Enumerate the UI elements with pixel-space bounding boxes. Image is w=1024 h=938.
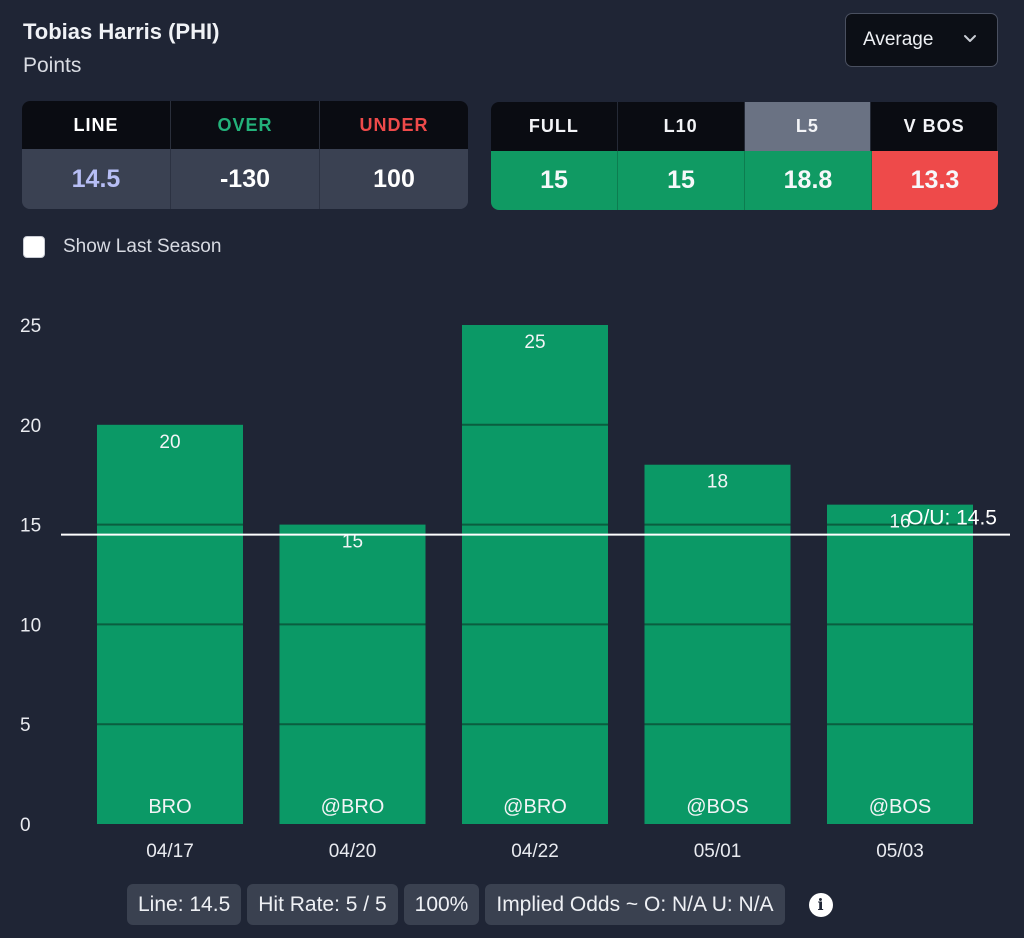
averages-table: FULL L10 L5 V BOS 15 15 18.8 13.3 — [491, 102, 998, 210]
stat-type: Points — [23, 54, 82, 77]
odds-table: LINE OVER UNDER 14.5 -130 100 — [22, 101, 468, 209]
bar-value-label: 25 — [524, 332, 545, 353]
odds-over-value: -130 — [171, 149, 320, 209]
odds-under-value: 100 — [373, 164, 415, 193]
summary-footer: Line: 14.5 Hit Rate: 5 / 5 100% Implied … — [127, 884, 833, 925]
chevron-down-icon — [964, 35, 976, 42]
bar-04/20 — [279, 524, 426, 824]
hit-rate-pill: Hit Rate: 5 / 5 — [247, 884, 398, 925]
tab-full[interactable]: FULL — [491, 102, 618, 151]
y-tick-label: 5 — [20, 715, 31, 736]
odds-line-value: 14.5 — [22, 149, 171, 209]
hit-percent-pill: 100% — [403, 884, 480, 925]
implied-odds-pill: Implied Odds ~ O: N/A U: N/A — [485, 884, 785, 925]
average-full-value: 15 — [491, 151, 618, 210]
odds-header-line: LINE — [22, 101, 171, 149]
bar-05/03 — [827, 504, 973, 824]
bar-opponent-label: @BOS — [869, 796, 932, 818]
x-tick-label: 04/22 — [511, 841, 559, 862]
odds-header-over: OVER — [171, 101, 320, 149]
bar-value-label: 20 — [159, 432, 180, 453]
bar-04/22 — [462, 325, 608, 824]
bar-opponent-label: @BOS — [686, 796, 749, 818]
line-pill: Line: 14.5 — [127, 884, 242, 925]
bar-opponent-label: BRO — [148, 796, 191, 818]
mode-dropdown-value: Average — [863, 29, 934, 50]
show-last-season-toggle[interactable]: Show Last Season — [23, 236, 221, 258]
y-tick-label: 10 — [20, 615, 41, 636]
x-tick-label: 04/17 — [146, 841, 194, 862]
tab-v-bos[interactable]: V BOS — [871, 102, 998, 151]
player-name: Tobias Harris (PHI) — [23, 19, 220, 44]
average-v-bos-value: 13.3 — [872, 151, 998, 210]
bar-opponent-label: @BRO — [321, 796, 385, 818]
y-tick-label: 0 — [20, 815, 31, 836]
mode-dropdown[interactable]: Average — [845, 13, 998, 67]
odds-header-under: UNDER — [359, 114, 429, 135]
average-l10-value: 15 — [618, 151, 745, 210]
over-under-label: O/U: 14.5 — [907, 507, 997, 530]
tab-l10[interactable]: L10 — [618, 102, 745, 151]
tab-l5[interactable]: L5 — [744, 102, 872, 151]
bar-value-label: 15 — [342, 532, 363, 553]
y-tick-label: 25 — [20, 316, 41, 337]
bar-value-label: 18 — [707, 472, 728, 493]
bar-opponent-label: @BRO — [503, 796, 567, 818]
info-icon[interactable]: i — [808, 892, 833, 917]
y-tick-label: 20 — [20, 416, 41, 437]
show-last-season-checkbox[interactable] — [23, 236, 45, 258]
x-tick-label: 05/03 — [876, 841, 924, 862]
x-tick-label: 05/01 — [694, 841, 742, 862]
points-bar-chart: 0 5 10 15 20 25 20 BRO 04/17 15 @BRO 04/20 25 @BRO 04/… — [20, 316, 1010, 862]
show-last-season-label: Show Last Season — [63, 236, 222, 257]
y-tick-label: 15 — [20, 516, 41, 537]
bar-05/01 — [644, 464, 791, 824]
bar-value-label: 16 — [889, 512, 910, 533]
average-l5-value: 18.8 — [745, 151, 872, 210]
x-tick-label: 04/20 — [329, 841, 377, 862]
